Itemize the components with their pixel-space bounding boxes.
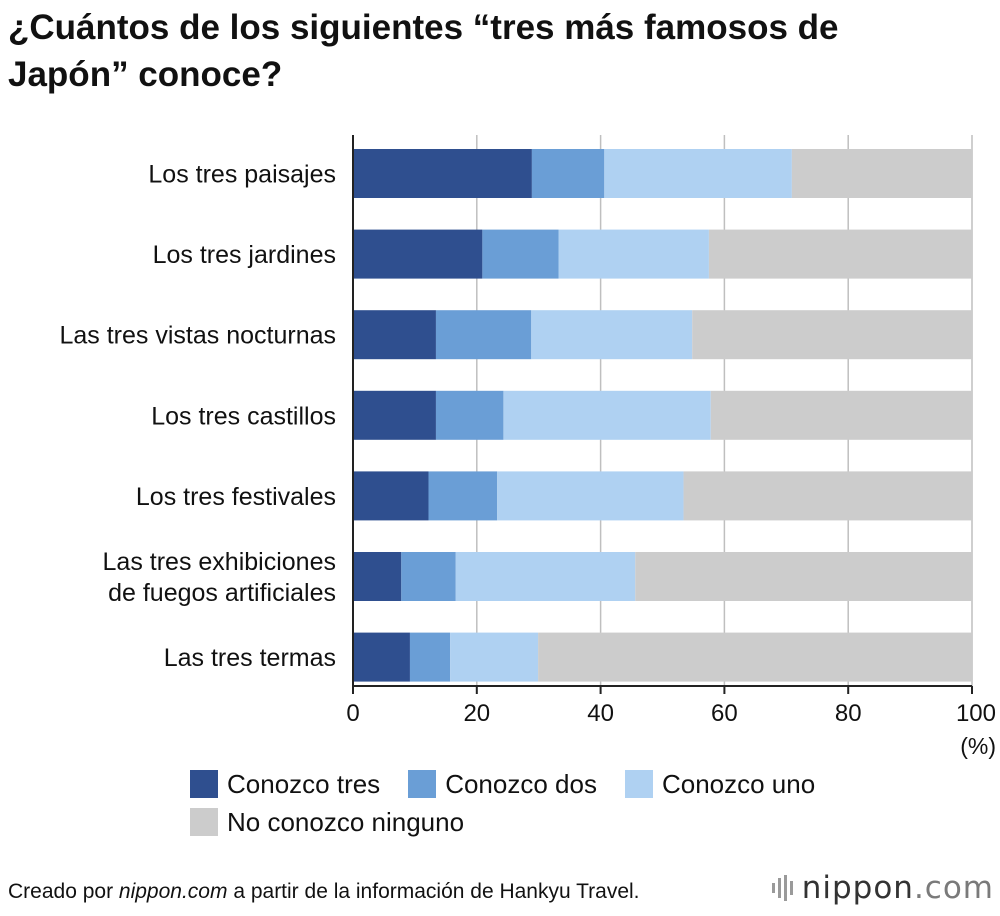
x-tick-label-20: 20 — [463, 700, 490, 727]
bar-6-no-conozco-ninguno — [635, 552, 972, 601]
bar-2-no-conozco-ninguno — [708, 229, 972, 279]
bar-4-conozco-uno — [503, 390, 711, 440]
bar-6-conozco-uno — [455, 552, 636, 601]
source-credit: Creado por nippon.com a partir de la inf… — [8, 880, 640, 904]
category-label-6-line-2: de fuegos artificiales — [108, 579, 336, 607]
audio-bars-icon — [771, 875, 793, 901]
bar-1-conozco-dos — [531, 149, 605, 198]
category-label-4: Los tres castillos — [151, 402, 336, 430]
bar-7-no-conozco-ninguno — [538, 632, 972, 682]
legend-swatch — [190, 770, 218, 798]
bar-3-conozco-dos — [435, 310, 532, 360]
bar-6-conozco-tres — [353, 552, 402, 601]
legend-swatch — [190, 808, 218, 836]
chart-title: ¿Cuántos de los siguientes “tres más fam… — [8, 8, 839, 94]
bar-1-conozco-tres — [353, 149, 532, 198]
x-unit-label: (%) — [960, 733, 996, 759]
legend-swatch — [624, 770, 653, 798]
brand-name: nippon — [801, 870, 914, 906]
bar-3-conozco-tres — [353, 310, 436, 360]
bar-5-conozco-dos — [428, 471, 498, 521]
bar-7-conozco-uno — [450, 632, 539, 682]
category-label-3: Las tres vistas nocturnas — [59, 322, 336, 350]
bar-1-no-conozco-ninguno — [791, 149, 972, 198]
category-label-1: Los tres paisajes — [148, 161, 336, 189]
credit-prefix: Creado por — [8, 880, 119, 903]
category-label-6-line-1: Las tres exhibiciones — [103, 548, 336, 576]
legend-item-conozco-uno: Conozco uno — [624, 768, 816, 800]
x-tick-label-0: 0 — [346, 700, 359, 727]
bar-4-conozco-tres — [353, 390, 436, 440]
bar-2-conozco-dos — [482, 229, 559, 279]
bar-4-conozco-dos — [435, 390, 504, 440]
x-tick-label-80: 80 — [835, 700, 862, 727]
credit-site: nippon.com — [118, 880, 228, 903]
brand-tld: .com — [913, 870, 994, 906]
stacked-bar-chart: 0 20 40 60 80 100 (%) Los tres paisajes Los tre… — [59, 135, 996, 759]
legend-label: Conozco dos — [445, 768, 597, 799]
credit-suffix: a partir de la información de Hankyu Tra… — [227, 880, 640, 903]
x-tick-label-40: 40 — [587, 700, 614, 727]
legend-item-no-conozco-ninguno: No conozco ninguno — [190, 806, 970, 838]
bar-4-no-conozco-ninguno — [710, 390, 972, 440]
bar-2-conozco-tres — [353, 229, 483, 279]
category-label-2: Los tres jardines — [153, 241, 336, 269]
bar-6-conozco-dos — [401, 552, 456, 601]
bar-5-conozco-uno — [497, 471, 684, 521]
legend-item-conozco-dos: Conozco dos — [408, 768, 597, 800]
x-tick-label-100: 100 — [956, 700, 996, 727]
category-label-5: Los tres festivales — [136, 483, 336, 511]
bar-3-no-conozco-ninguno — [692, 310, 972, 360]
category-label-7: Las tres termas — [164, 644, 336, 672]
chart-legend: Conozco tres Conozco dos Conozco uno No con… — [190, 768, 970, 838]
bar-5-no-conozco-ninguno — [683, 471, 972, 521]
legend-label: Conozco uno — [661, 768, 816, 799]
bar-3-conozco-uno — [531, 310, 693, 360]
legend-item-conozco-tres: Conozco tres — [190, 768, 380, 800]
bar-7-conozco-dos — [409, 632, 451, 682]
legend-swatch — [408, 770, 437, 798]
nippon-logo: nippon .com — [771, 870, 994, 906]
x-tick-label-60: 60 — [711, 700, 738, 727]
bar-2-conozco-uno — [558, 229, 709, 279]
bar-7-conozco-tres — [353, 632, 410, 682]
bar-5-conozco-tres — [353, 471, 429, 521]
legend-label: No conozco ninguno — [227, 806, 465, 837]
bar-1-conozco-uno — [604, 149, 792, 198]
legend-label: Conozco tres — [227, 768, 381, 799]
